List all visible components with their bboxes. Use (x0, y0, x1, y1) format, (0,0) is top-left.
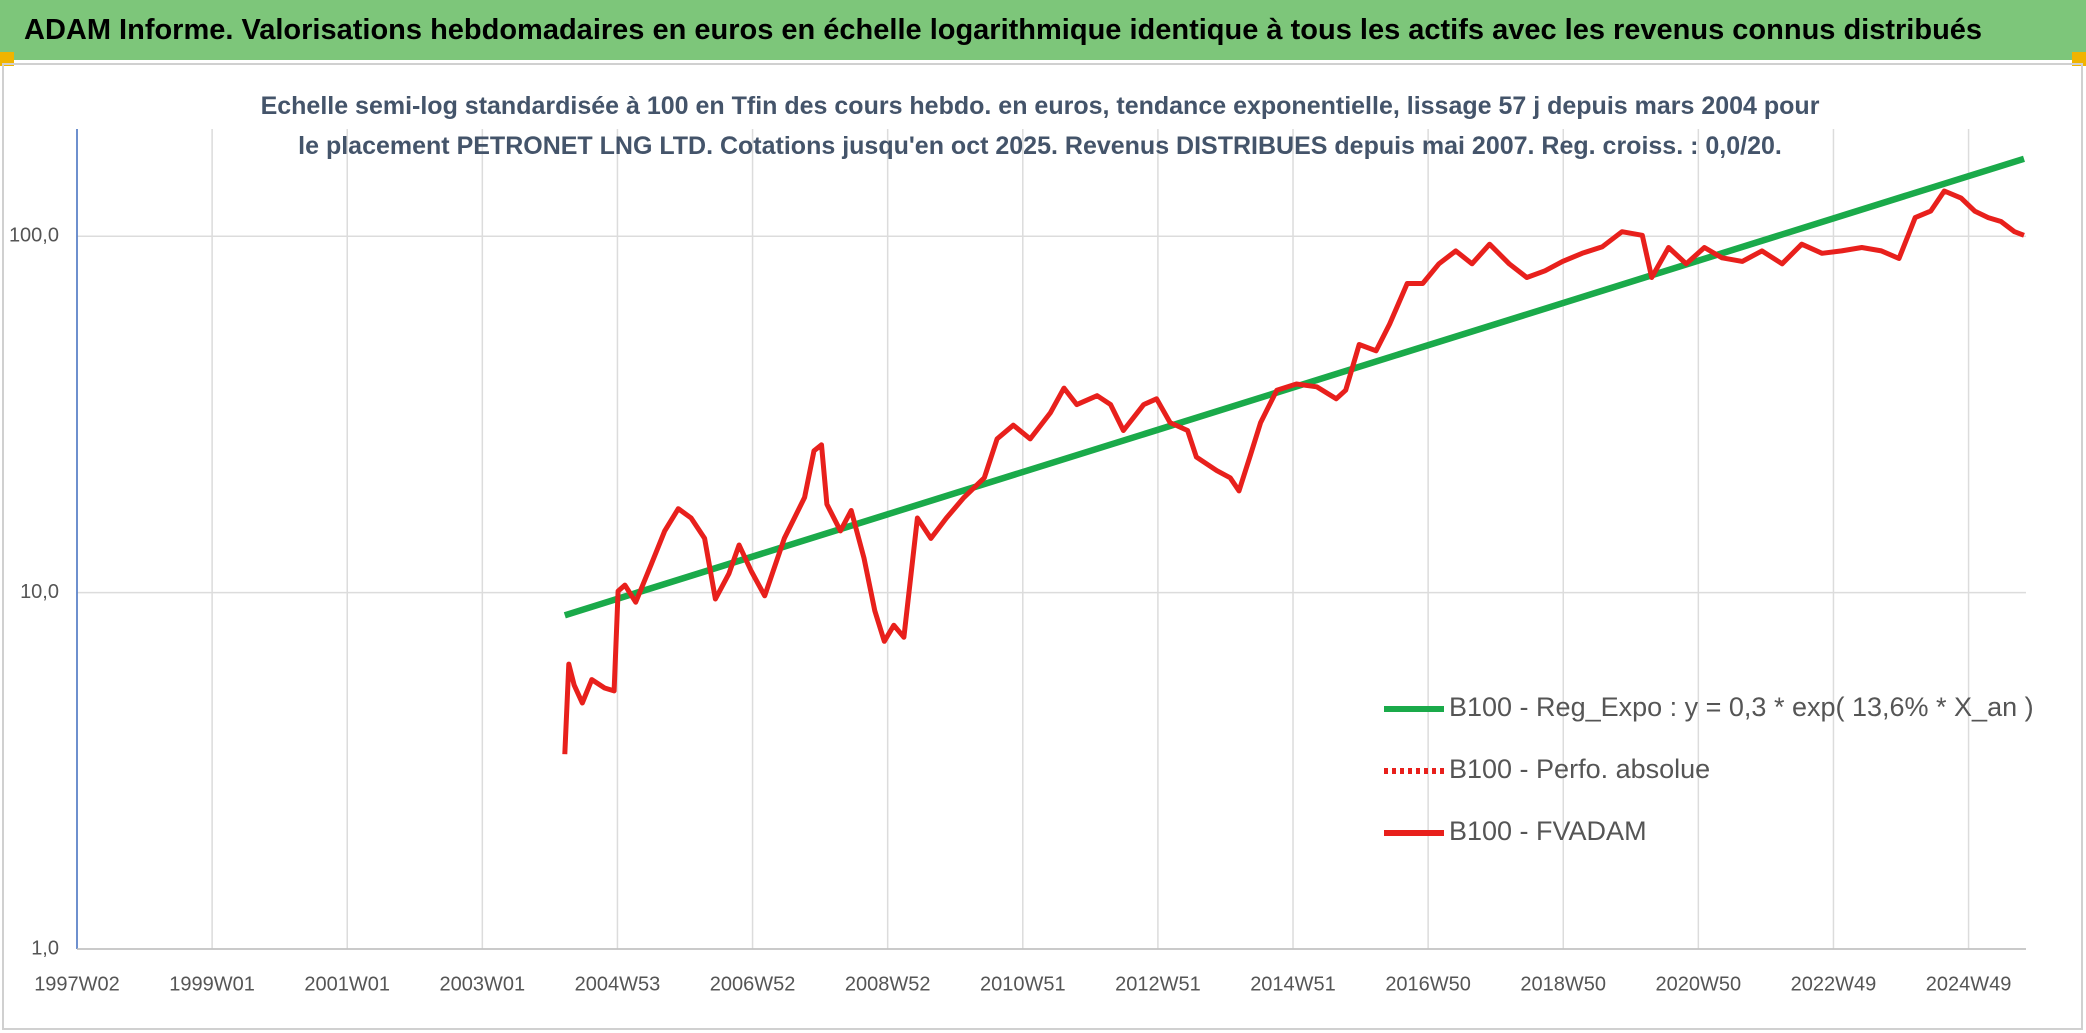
chart-border (2, 63, 2083, 1030)
x-tick-label: 2010W51 (980, 973, 1066, 995)
x-tick-label: 2006W52 (710, 973, 796, 995)
x-tick-label: 2004W53 (575, 973, 661, 995)
legend-label: B100 - Reg_Expo : y = 0,3 * exp( 13,6% *… (1449, 692, 2034, 722)
x-tick-label: 1997W02 (34, 973, 120, 995)
x-tick-label: 2014W51 (1250, 973, 1336, 995)
x-tick-label: 2008W52 (845, 973, 931, 995)
x-tick-label: 2016W50 (1385, 973, 1471, 995)
y-tick-label: 100,0 (9, 225, 59, 247)
series-line (562, 188, 2025, 755)
x-tick-label: 2024W49 (1926, 973, 2012, 995)
y-tick-label: 10,0 (20, 581, 59, 603)
x-tick-label: 2018W50 (1520, 973, 1606, 995)
x-tick-label: 2020W50 (1656, 973, 1742, 995)
corner-marker (2072, 52, 2086, 66)
x-tick-label: 2022W49 (1791, 973, 1877, 995)
x-tick-label: 1999W01 (169, 973, 255, 995)
x-tick-label: 2003W01 (440, 973, 526, 995)
y-tick-label: 1,0 (31, 937, 59, 959)
report-title: ADAM Informe. Valorisations hebdomadaire… (0, 0, 2086, 60)
legend-label: B100 - Perfo. absolue (1449, 754, 1710, 784)
legend-label: B100 - FVADAM (1449, 816, 1647, 846)
corner-marker (0, 52, 14, 66)
x-tick-label: 2001W01 (304, 973, 390, 995)
chart-subtitle: Echelle semi-log standardisée à 100 en T… (260, 92, 1820, 160)
x-tick-label: 2012W51 (1115, 973, 1201, 995)
